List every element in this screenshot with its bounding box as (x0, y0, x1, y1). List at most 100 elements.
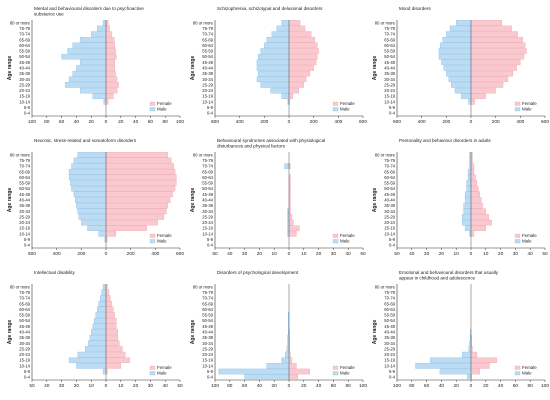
age-tick-label: 5-9 (24, 369, 31, 374)
age-tick-label: 45-49 (384, 192, 395, 197)
x-tick-label: 40 (498, 383, 504, 389)
male-bar (96, 25, 107, 32)
x-tick-label: 0 (470, 119, 473, 125)
x-tick-label: 80 (346, 383, 352, 389)
male-bar (76, 202, 107, 209)
x-tick-label: 40 (74, 119, 80, 125)
x-tick-label: 50 (212, 251, 218, 257)
age-tick-label: 40-44 (202, 198, 213, 203)
panel-title: Disorders of psychological development (217, 270, 299, 275)
female-bar (288, 93, 293, 99)
female-bar (105, 185, 176, 192)
x-tick-label: 100 (176, 119, 184, 125)
female-bar (105, 25, 110, 32)
female-bar (470, 197, 482, 203)
female-bar (105, 20, 109, 26)
x-tick-label: 100 (211, 383, 219, 389)
age-tick-label: 25-29 (384, 346, 395, 351)
x-tick-label: 50 (542, 251, 548, 257)
x-tick-label: 40 (133, 119, 139, 125)
age-tick-label: 40-44 (19, 66, 30, 71)
legend-male-label: Male (157, 107, 167, 112)
male-bar (77, 351, 107, 358)
age-tick-label: 65-69 (384, 301, 395, 306)
male-bar (468, 99, 472, 105)
female-bar (288, 374, 299, 380)
male-bar (440, 42, 472, 49)
age-tick-label: 0-4 (207, 375, 214, 380)
age-tick-label: 30-34 (202, 209, 213, 214)
legend-male-swatch (149, 239, 156, 244)
legend-male-label: Male (340, 371, 350, 376)
female-bar (105, 53, 117, 60)
age-tick-label: 15-19 (202, 94, 213, 99)
male-bar (456, 20, 472, 26)
age-tick-label: 80 or more (10, 152, 31, 157)
age-tick-label: 65-69 (384, 169, 395, 174)
age-tick-label: 30-34 (19, 77, 30, 82)
male-bar (256, 76, 290, 83)
age-tick-label: 5-9 (389, 105, 396, 110)
age-tick-label: 10-14 (202, 99, 213, 104)
age-tick-label: 75-79 (384, 290, 395, 295)
age-tick-label: 35-39 (384, 335, 395, 340)
panel-title: Emotional and behavioural disorders that… (399, 270, 499, 275)
age-tick-label: 5-9 (24, 105, 31, 110)
age-tick-label: 40-44 (384, 330, 395, 335)
male-bar (96, 306, 107, 313)
female-bar (105, 225, 147, 231)
x-tick-label: 40 (409, 251, 415, 257)
age-tick-label: 65-69 (202, 301, 213, 306)
female-bar (288, 37, 316, 43)
legend-male-label: Male (340, 239, 350, 244)
female-bar (288, 87, 300, 94)
age-tick-label: 45-49 (202, 60, 213, 65)
male-bar (285, 351, 290, 358)
age-tick-label: 35-39 (19, 203, 30, 208)
female-bar (105, 37, 115, 43)
male-bar (81, 219, 107, 226)
legend-female-label: Female (157, 233, 172, 238)
male-bar (87, 225, 107, 231)
female-bar (470, 31, 519, 37)
female-bar (470, 37, 523, 43)
female-bar (105, 93, 114, 99)
male-bar (88, 340, 107, 347)
age-tick-label: 35-39 (19, 71, 30, 76)
male-bar (464, 225, 472, 231)
age-tick-label: 70-74 (19, 32, 30, 37)
male-bar (258, 70, 290, 77)
panel-title: Neurotic, stress-related and somatoform … (34, 138, 137, 143)
x-tick-label: 60 (424, 383, 430, 389)
age-tick-label: 50-54 (19, 54, 30, 59)
panel-title: Mood disorders (399, 6, 431, 11)
male-bar (244, 374, 290, 380)
male-bar (79, 37, 107, 43)
male-bar (258, 53, 290, 60)
panel-title: Mental and behavioural disorders due to … (34, 6, 144, 11)
x-tick-label: 600 (541, 119, 549, 125)
male-bar (101, 289, 107, 296)
age-tick-label: 30-34 (19, 209, 30, 214)
legend-male-swatch (514, 107, 521, 112)
legend-male-swatch (149, 371, 156, 376)
age-tick-label: 0-4 (389, 375, 396, 380)
x-tick-label: 60 (513, 383, 519, 389)
male-bar (415, 363, 472, 369)
female-bar (105, 340, 120, 347)
male-bar (264, 42, 290, 49)
age-tick-label: 10-14 (384, 363, 395, 368)
legend-male-label: Male (522, 239, 532, 244)
age-tick-label: 70-74 (384, 164, 395, 169)
female-bar (105, 42, 116, 49)
male-bar (99, 295, 107, 301)
age-tick-label: 45-49 (19, 192, 30, 197)
female-bar (288, 53, 318, 60)
x-tick-label: 0 (470, 251, 473, 257)
x-tick-label: 10 (454, 251, 460, 257)
pyramid-panel: Neurotic, stress-related and somatoform … (7, 138, 184, 257)
male-bar (466, 185, 472, 192)
age-tick-label: 45-49 (384, 324, 395, 329)
female-bar (288, 25, 306, 32)
age-tick-label: 55-59 (202, 313, 213, 318)
